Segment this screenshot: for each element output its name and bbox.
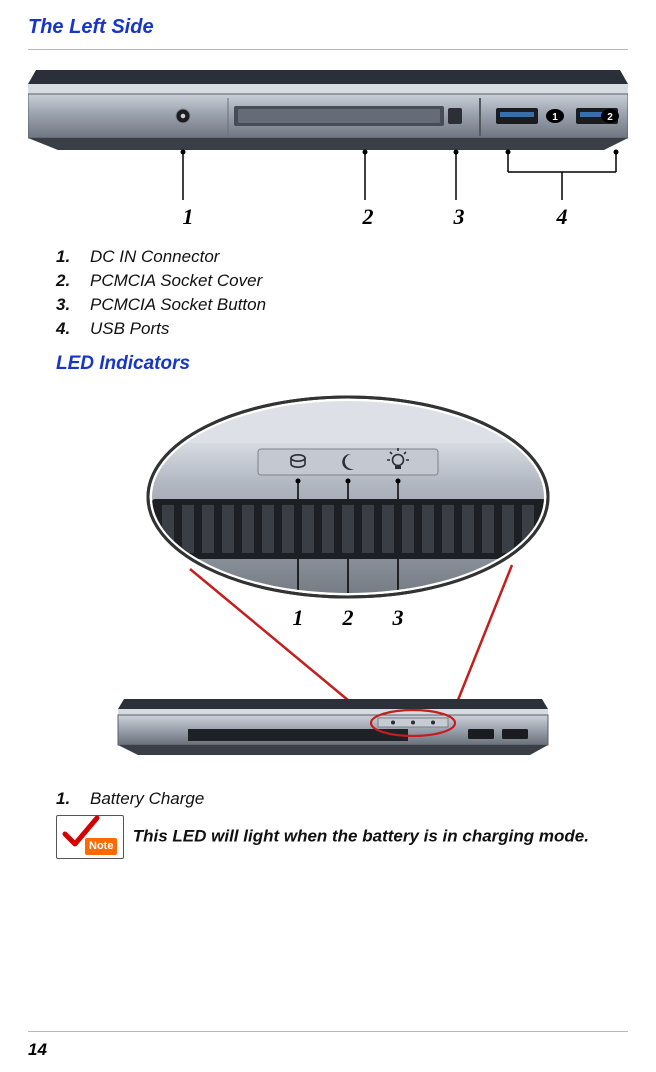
- list-num: 1.: [56, 247, 90, 267]
- svg-text:1: 1: [293, 605, 304, 630]
- list-num: 2.: [56, 271, 90, 291]
- note-icon-label: Note: [85, 838, 117, 855]
- section-divider: [28, 49, 628, 50]
- list-item: 4. USB Ports: [56, 319, 628, 339]
- list-item: 3. PCMCIA Socket Button: [56, 295, 628, 315]
- svg-text:4: 4: [556, 204, 568, 229]
- note-icon: Note: [56, 815, 124, 859]
- figure-left-side-svg: 1 2 1 2 3 4: [28, 64, 628, 239]
- section-title-led-indicators: LED Indicators: [56, 353, 628, 375]
- note-block: Note This LED will light when the batter…: [56, 815, 628, 859]
- list-label: USB Ports: [90, 319, 169, 339]
- svg-text:2: 2: [342, 605, 354, 630]
- svg-text:1: 1: [552, 112, 558, 123]
- page-number: 14: [28, 1040, 47, 1060]
- svg-text:3: 3: [453, 204, 465, 229]
- list-item: 2. PCMCIA Socket Cover: [56, 271, 628, 291]
- list-label: DC IN Connector: [90, 247, 219, 267]
- list-num: 3.: [56, 295, 90, 315]
- note-text: This LED will light when the battery is …: [133, 826, 589, 845]
- list-item: 1. Battery Charge: [56, 789, 628, 809]
- svg-text:1: 1: [183, 204, 194, 229]
- svg-text:2: 2: [362, 204, 374, 229]
- list-num: 1.: [56, 789, 90, 809]
- figure-left-side: 1 2 1 2 3 4: [28, 64, 628, 239]
- list-label: PCMCIA Socket Button: [90, 295, 266, 315]
- list-label: Battery Charge: [90, 789, 204, 809]
- list-label: PCMCIA Socket Cover: [90, 271, 262, 291]
- list-left-side: 1. DC IN Connector 2. PCMCIA Socket Cove…: [56, 247, 628, 339]
- section-title-left-side: The Left Side: [28, 16, 628, 39]
- svg-text:3: 3: [392, 605, 404, 630]
- svg-text:2: 2: [607, 112, 613, 123]
- figure-led-indicators: 1 2 3: [28, 389, 628, 781]
- list-num: 4.: [56, 319, 90, 339]
- page: { "section1": { "title": "The Left Side"…: [0, 0, 656, 1072]
- footer-divider: [28, 1031, 628, 1032]
- list-item: 1. DC IN Connector: [56, 247, 628, 267]
- figure-led-indicators-svg: 1 2 3: [68, 389, 588, 781]
- list-led-indicators: 1. Battery Charge: [56, 789, 628, 809]
